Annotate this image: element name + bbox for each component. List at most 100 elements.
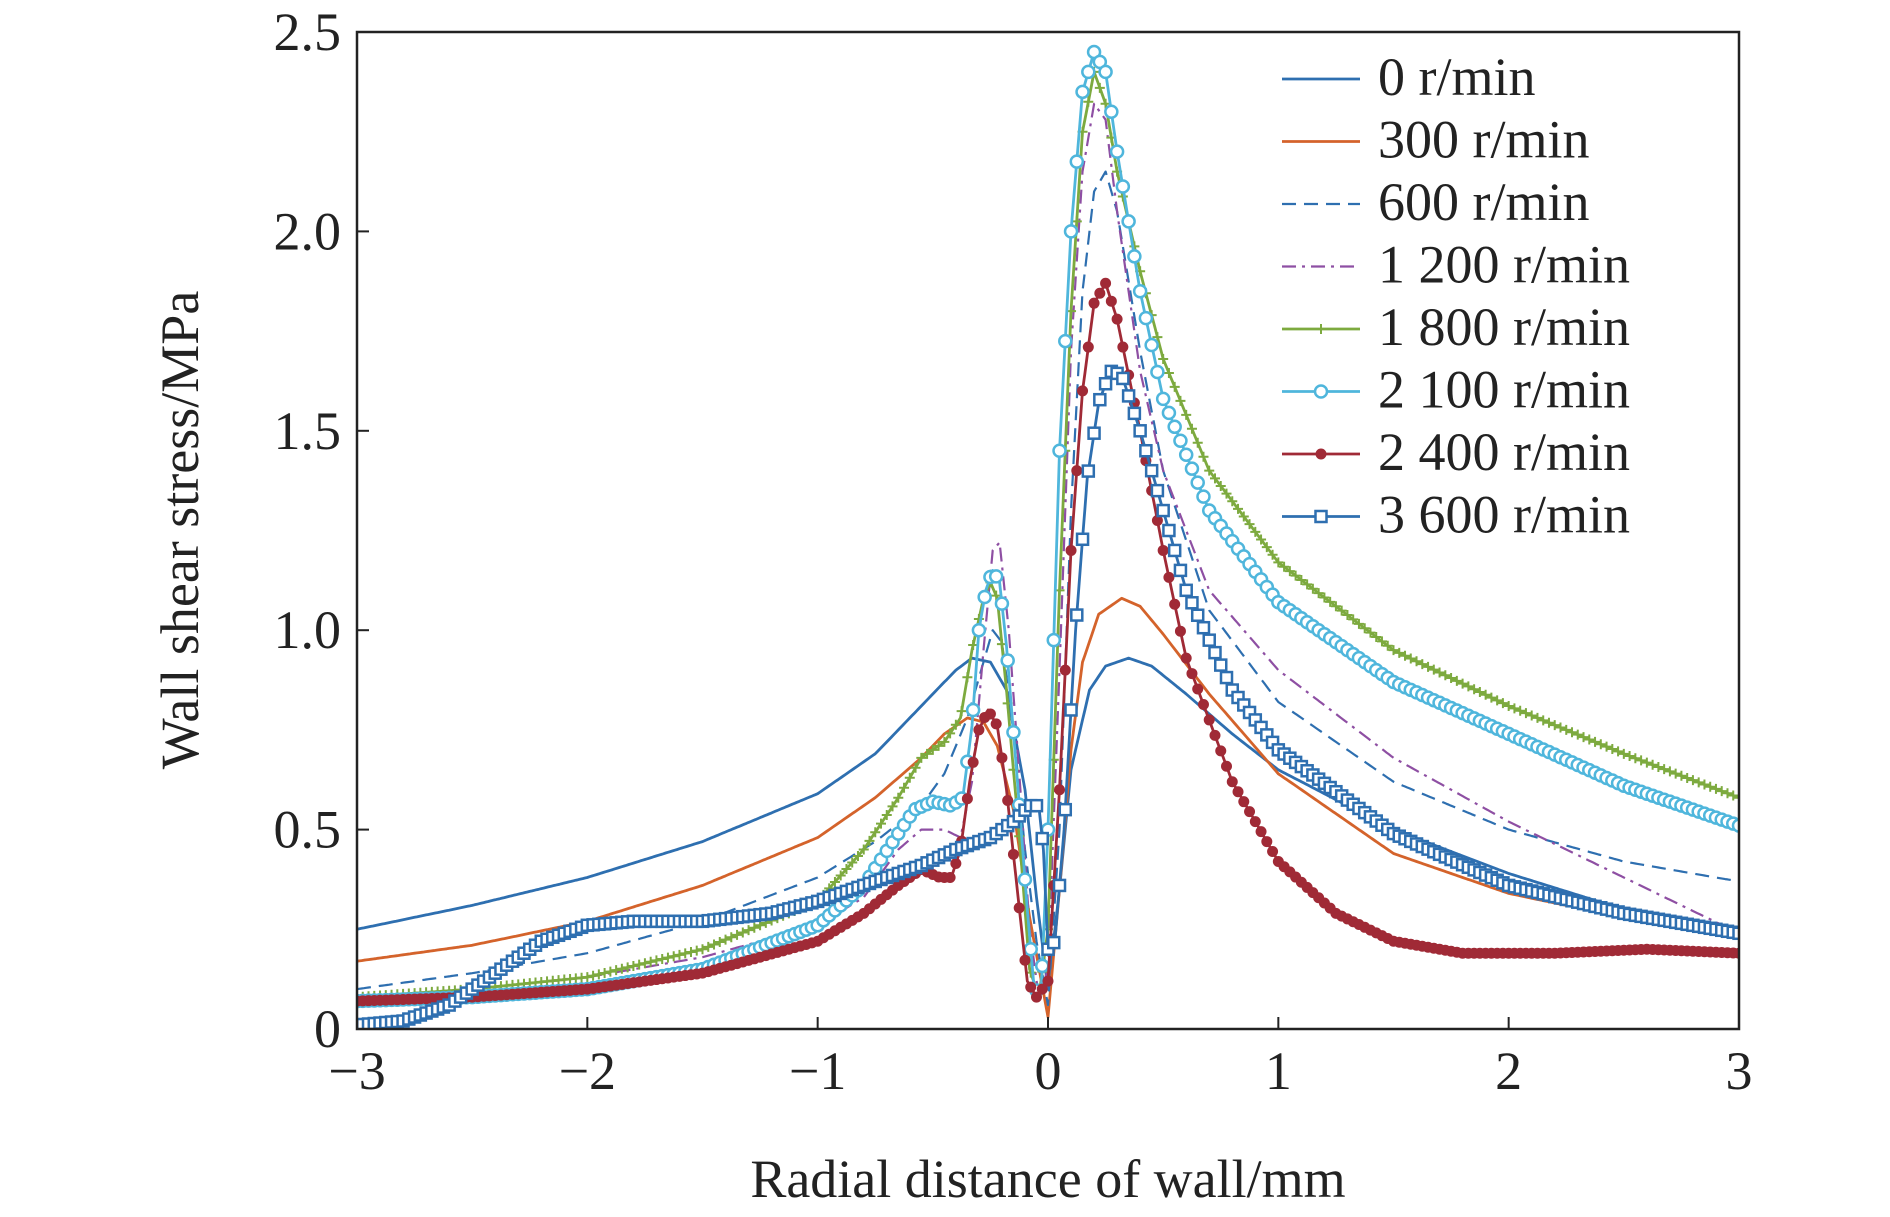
data-point xyxy=(1030,991,1042,1003)
data-point xyxy=(588,970,599,981)
data-point xyxy=(1065,544,1077,556)
data-point xyxy=(1088,297,1100,309)
data-point xyxy=(1006,725,1021,740)
data-point xyxy=(1382,640,1393,651)
data-point xyxy=(1676,770,1687,781)
data-point xyxy=(1731,818,1739,833)
data-point xyxy=(1105,295,1117,307)
data-point xyxy=(1150,364,1165,380)
data-point xyxy=(841,863,852,874)
data-point xyxy=(1109,144,1125,159)
data-point xyxy=(1636,755,1647,766)
data-point xyxy=(1157,544,1169,556)
legend-label: 0 r/min xyxy=(1378,47,1536,107)
data-point xyxy=(1180,652,1192,664)
data-point xyxy=(939,736,950,747)
data-point xyxy=(881,809,892,820)
data-point xyxy=(1115,179,1131,194)
data-point xyxy=(1007,848,1019,860)
data-point xyxy=(1184,461,1200,476)
data-point xyxy=(1098,64,1113,80)
data-point xyxy=(709,939,720,950)
data-point xyxy=(1314,509,1328,524)
data-point xyxy=(1071,465,1083,477)
data-point xyxy=(1190,475,1205,490)
y-tick-label: 0.5 xyxy=(274,800,342,860)
data-point xyxy=(1590,736,1601,747)
x-axis-title: Radial distance of wall/mm xyxy=(750,1149,1345,1209)
data-point xyxy=(988,569,1004,584)
data-point xyxy=(743,925,754,936)
data-point xyxy=(1232,786,1244,798)
data-point xyxy=(703,941,714,952)
data-point xyxy=(916,752,927,763)
data-point xyxy=(965,702,981,718)
data-point xyxy=(1446,673,1457,684)
data-point xyxy=(1132,283,1148,299)
data-point xyxy=(1670,768,1681,779)
data-point xyxy=(1094,82,1105,93)
data-point xyxy=(674,949,685,960)
data-point xyxy=(1250,526,1261,537)
data-point xyxy=(593,969,604,980)
y-tick-label: 2.0 xyxy=(274,201,342,261)
data-point xyxy=(1255,826,1267,838)
x-tick-label: −2 xyxy=(559,1041,616,1101)
data-point xyxy=(1267,846,1279,858)
data-point xyxy=(1069,154,1085,169)
data-point xyxy=(1121,389,1136,403)
data-point xyxy=(1578,732,1589,743)
data-point xyxy=(1428,664,1439,675)
data-point xyxy=(1181,409,1192,420)
data-point xyxy=(858,844,869,855)
y-axis-title: Wall shear stress/MPa xyxy=(150,291,210,770)
data-point xyxy=(1722,788,1733,799)
data-point xyxy=(887,801,898,812)
data-point xyxy=(962,672,973,683)
legend-item: 3 600 r/min xyxy=(1282,485,1630,545)
legend-label: 2 100 r/min xyxy=(1378,360,1630,420)
series-3 xyxy=(357,102,1739,999)
data-point xyxy=(1197,698,1209,710)
data-point xyxy=(1244,519,1255,530)
data-point xyxy=(1178,447,1194,462)
data-point xyxy=(622,962,633,973)
data-point xyxy=(1192,437,1203,448)
data-point xyxy=(910,762,921,773)
data-point xyxy=(749,922,760,933)
data-point xyxy=(726,932,737,943)
data-point xyxy=(1127,249,1142,264)
data-point xyxy=(1144,337,1159,353)
data-point xyxy=(685,947,696,958)
data-point xyxy=(1699,779,1710,790)
data-point xyxy=(1630,753,1641,764)
data-point xyxy=(1503,700,1514,711)
y-tick-label: 1.5 xyxy=(274,401,342,461)
data-point xyxy=(1641,757,1652,768)
data-point xyxy=(1219,670,1234,685)
data-point xyxy=(899,782,910,793)
legend-item: 600 r/min xyxy=(1282,172,1590,232)
legend-label: 600 r/min xyxy=(1378,172,1590,232)
data-point xyxy=(1104,104,1119,120)
data-point xyxy=(645,956,656,967)
data-point xyxy=(1186,423,1197,434)
data-point xyxy=(1036,983,1048,995)
data-point xyxy=(1046,632,1062,648)
data-point xyxy=(893,792,904,803)
y-tick-label: 0 xyxy=(314,999,341,1059)
legend-label: 300 r/min xyxy=(1378,110,1590,170)
data-point xyxy=(927,744,938,755)
data-point xyxy=(1728,790,1739,801)
data-point xyxy=(1163,367,1174,378)
data-point xyxy=(1158,354,1169,365)
data-point xyxy=(1071,216,1082,227)
data-point xyxy=(1595,739,1606,750)
data-point xyxy=(1307,583,1318,594)
data-point xyxy=(904,772,915,783)
x-tick-label: −3 xyxy=(328,1041,385,1101)
legend-label: 1 200 r/min xyxy=(1378,235,1630,295)
data-point xyxy=(1000,653,1015,668)
data-point xyxy=(1013,902,1025,914)
data-point xyxy=(1167,419,1182,435)
